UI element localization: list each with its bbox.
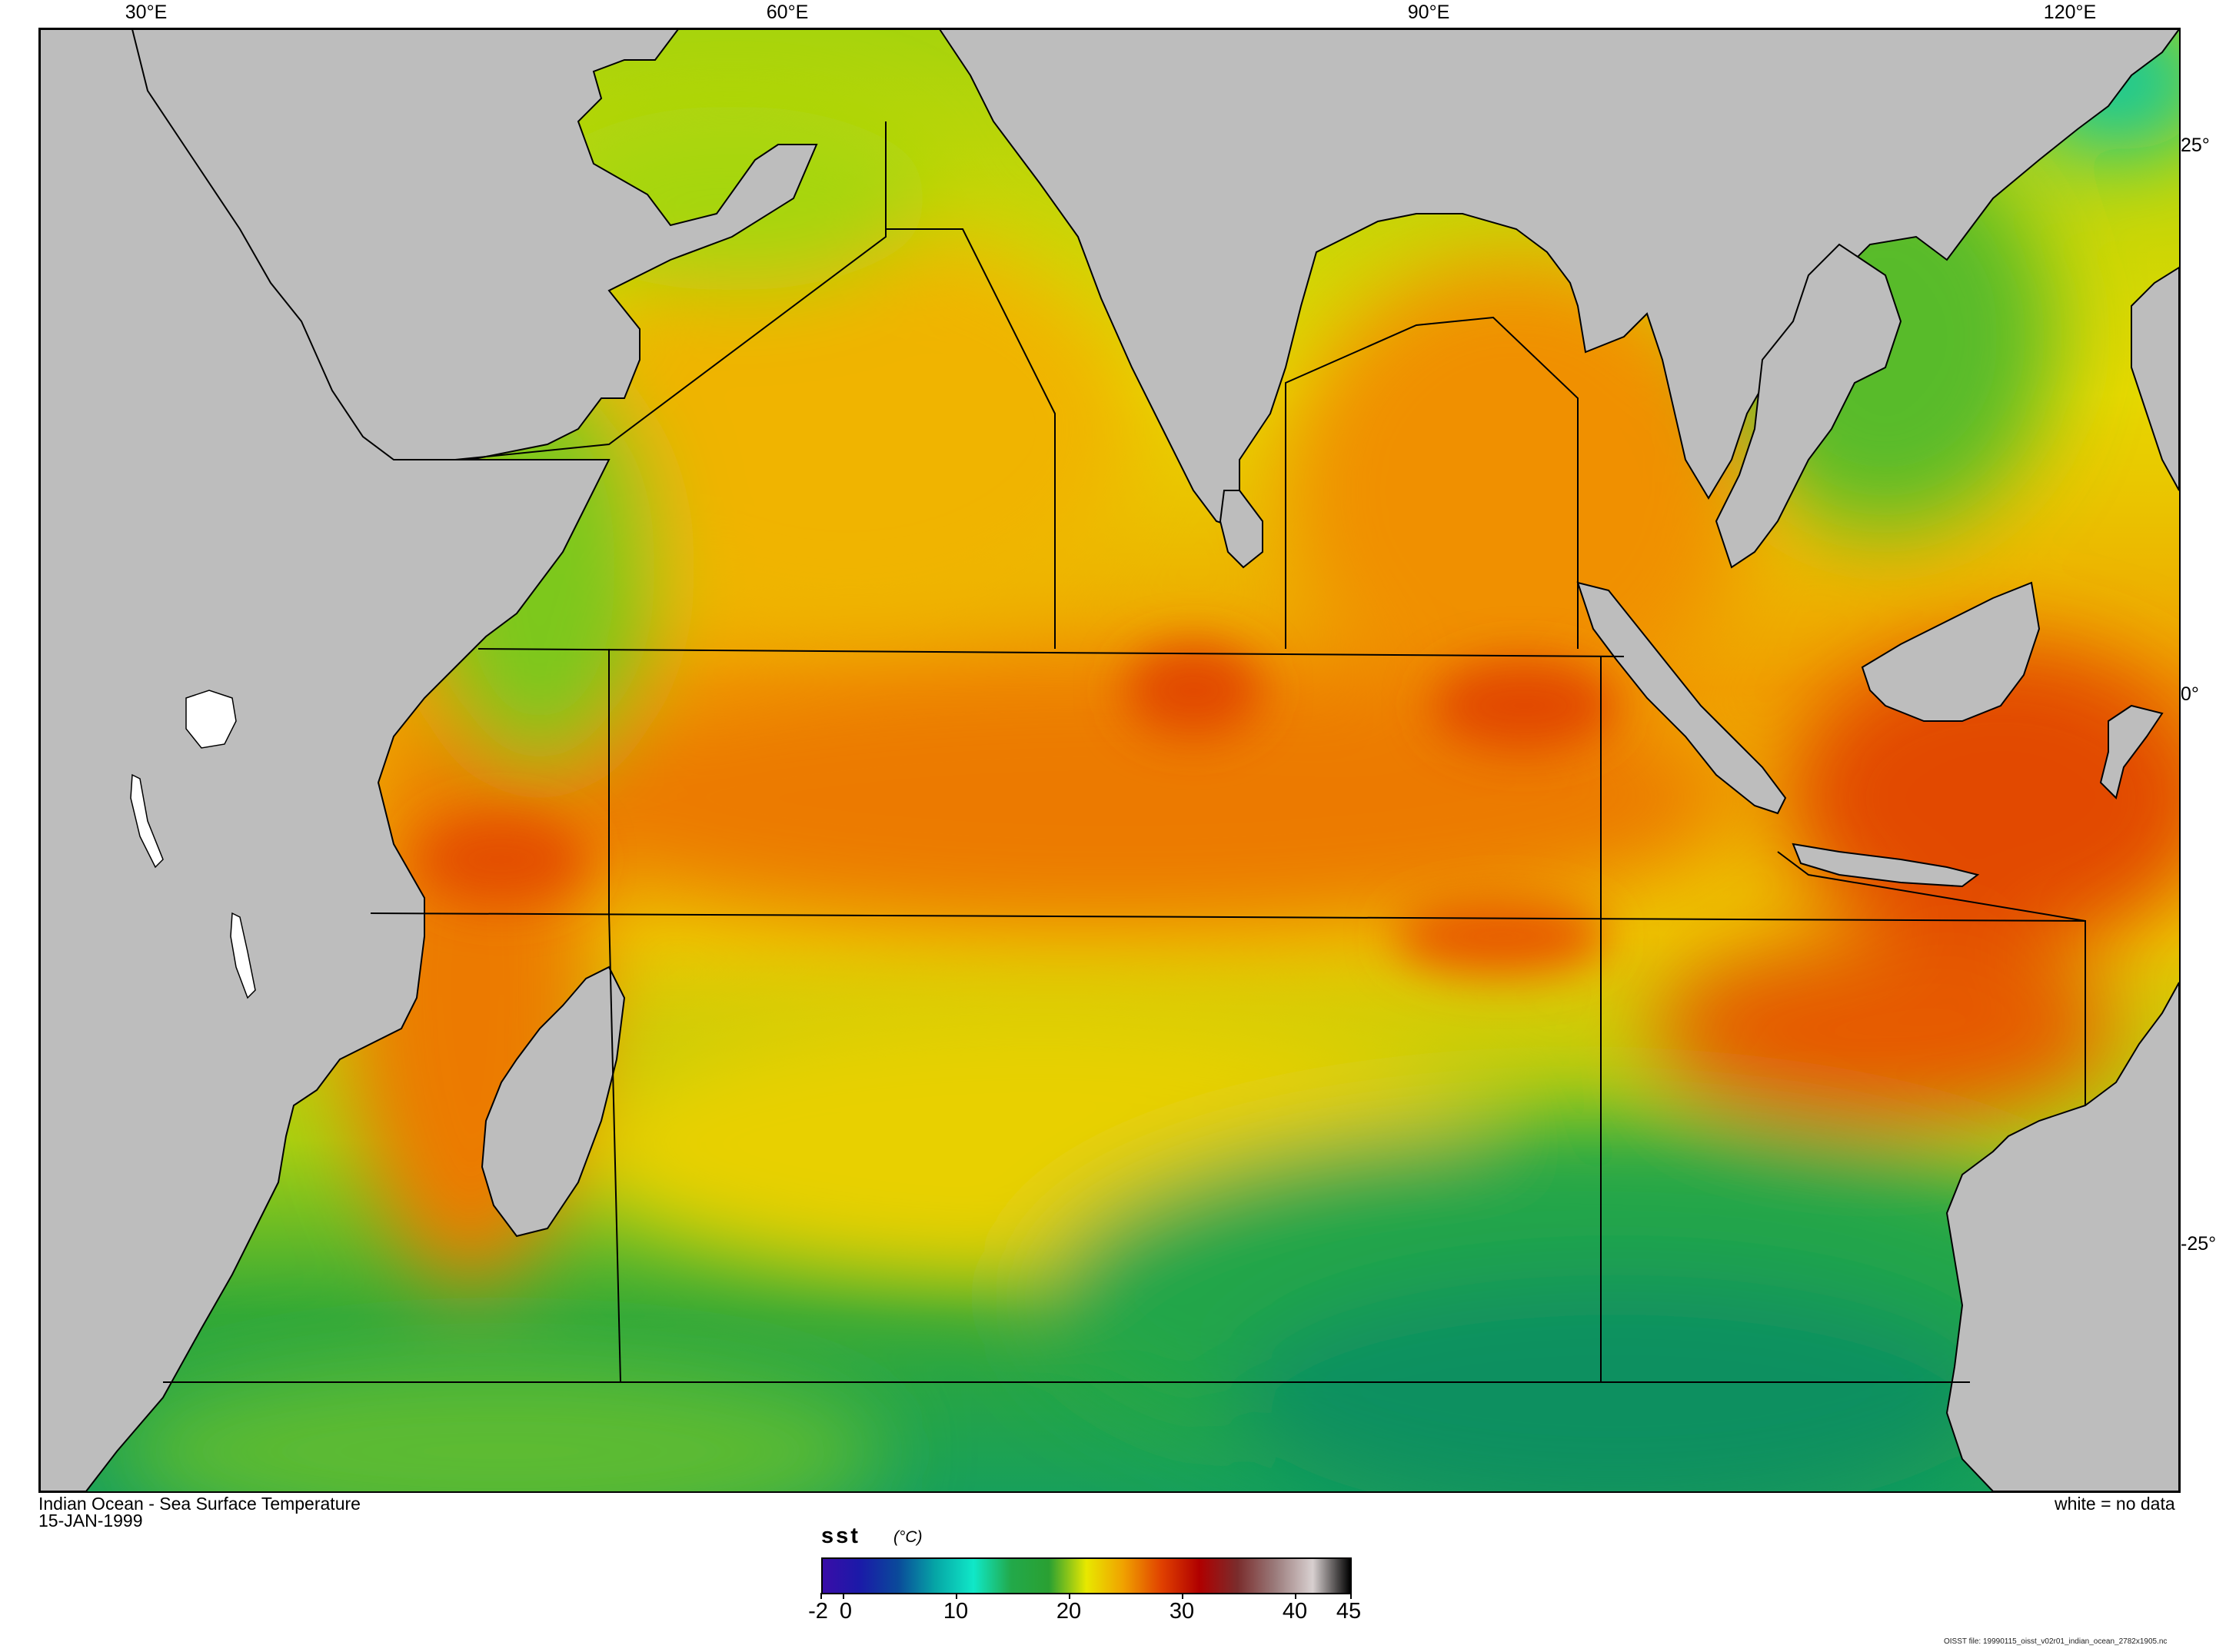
boundary-equator-line [477, 648, 1625, 657]
lat-label-0: 0° [2181, 683, 2199, 705]
sst-patch-southern-dark [1232, 1275, 2001, 1491]
land-madagascar [481, 966, 626, 1238]
boundary-indonesia-south [1777, 851, 2086, 922]
colorbar-tick [1295, 1593, 1296, 1599]
no-data-lake-victoria [185, 690, 237, 749]
sst-map[interactable] [38, 28, 2181, 1493]
land-philippines [2131, 266, 2179, 491]
land-java [1792, 843, 1980, 888]
land-indochina [1715, 243, 1902, 569]
colorbar-tick [956, 1593, 957, 1599]
colorbar-label-10: 10 [943, 1599, 969, 1624]
land-australia [1945, 982, 2179, 1491]
sst-hotspot-3 [417, 813, 586, 906]
no-data-areas [130, 690, 256, 999]
colorbar-label-0: 0 [839, 1599, 853, 1624]
boundary-arabian-east [886, 228, 1056, 649]
lon-label-90e: 90°E [1407, 2, 1450, 23]
lon-label-30e: 30°E [125, 2, 168, 23]
colorbar-tick [1069, 1593, 1070, 1599]
colorbar-label-20: 20 [1056, 1599, 1082, 1624]
sst-patch-nw-australia [1655, 936, 2116, 1121]
map-title: Indian Ocean - Sea Surface Temperature [38, 1494, 361, 1514]
sst-map-canvas [40, 29, 2179, 1491]
file-note: OISST file: 19990115_oisst_v02r01_indian… [1944, 1637, 2168, 1646]
lat-label-25n: 25° [2181, 135, 2210, 156]
lon-label-120e: 120°E [2043, 2, 2097, 23]
sst-hotspot-2 [1124, 644, 1263, 736]
lon-label-60e: 60°E [766, 2, 809, 23]
colorbar-units: (°C) [893, 1528, 923, 1546]
colorbar-tick [1350, 1593, 1352, 1599]
colorbar-tick [843, 1593, 844, 1599]
land-sulawesi [2099, 704, 2164, 799]
no-data-note: white = no data [2055, 1494, 2175, 1514]
sst-patch-equatorial [501, 667, 1732, 929]
colorbar-label-min: -2 [808, 1599, 828, 1624]
land-sumatra [1576, 581, 1787, 815]
basin-boundaries [163, 121, 2086, 1383]
colorbar-label-40: 40 [1282, 1599, 1308, 1624]
land-borneo [1861, 581, 2041, 722]
sst-patch-arabian-sea [555, 229, 1140, 629]
sst-patch-bay-bengal [1286, 260, 1747, 721]
colorbar-label-max: 45 [1336, 1599, 1362, 1624]
land-sri-lanka [1219, 490, 1263, 569]
colorbar-tick [820, 1593, 822, 1599]
sst-patch-sw-green [117, 1359, 886, 1491]
boundary-west-south [608, 649, 621, 1383]
lat-label-25s: -25° [2181, 1233, 2216, 1255]
colorbar-variable: sst [821, 1524, 860, 1548]
land [40, 29, 2179, 1491]
boundary-arabian-west [454, 121, 887, 460]
no-data-lake-tanganyika [130, 773, 164, 869]
no-data-lake-malawi [230, 912, 256, 999]
colorbar-label-30: 30 [1169, 1599, 1195, 1624]
sst-hotspot-1 [1432, 660, 1616, 752]
colorbar-tick [1182, 1593, 1183, 1599]
colorbar [821, 1557, 1352, 1594]
boundary-bengal [1285, 316, 1579, 649]
map-date: 15-JAN-1999 [38, 1511, 143, 1531]
sst-hotspot-4 [1393, 898, 1609, 975]
